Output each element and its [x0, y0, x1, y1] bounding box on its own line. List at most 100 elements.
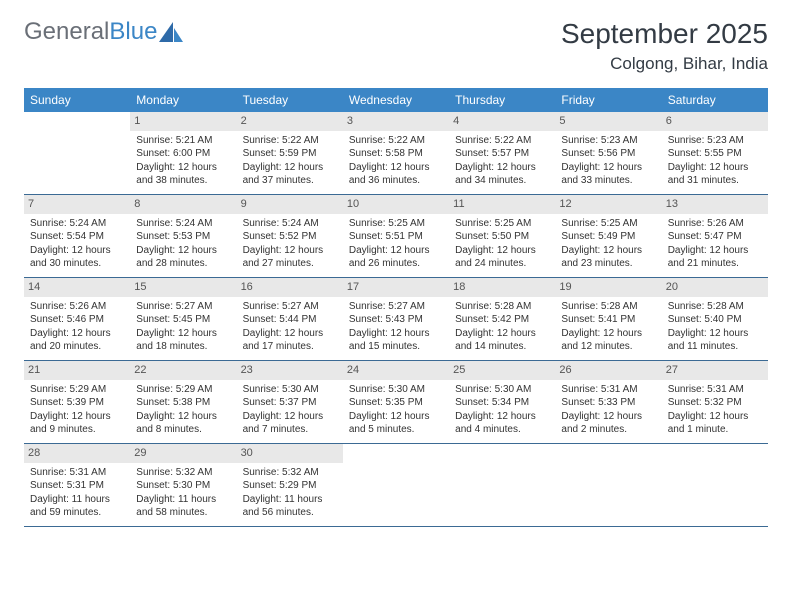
- daylight-text: Daylight: 11 hours and 58 minutes.: [136, 493, 230, 520]
- calendar-day: 17Sunrise: 5:27 AMSunset: 5:43 PMDayligh…: [343, 278, 449, 360]
- weekday-header: Sunday: [24, 88, 130, 112]
- sunset-text: Sunset: 5:59 PM: [243, 147, 337, 161]
- daylight-text: Daylight: 12 hours and 7 minutes.: [243, 410, 337, 437]
- calendar-grid: 1Sunrise: 5:21 AMSunset: 6:00 PMDaylight…: [24, 112, 768, 527]
- sunrise-text: Sunrise: 5:27 AM: [243, 300, 337, 314]
- daylight-text: Daylight: 12 hours and 38 minutes.: [136, 161, 230, 188]
- sunrise-text: Sunrise: 5:21 AM: [136, 134, 230, 148]
- sunset-text: Sunset: 5:56 PM: [561, 147, 655, 161]
- sunset-text: Sunset: 5:55 PM: [668, 147, 762, 161]
- sunset-text: Sunset: 5:47 PM: [668, 230, 762, 244]
- day-number: 4: [449, 112, 555, 131]
- calendar-day: 14Sunrise: 5:26 AMSunset: 5:46 PMDayligh…: [24, 278, 130, 360]
- sunset-text: Sunset: 5:35 PM: [349, 396, 443, 410]
- daylight-text: Daylight: 12 hours and 33 minutes.: [561, 161, 655, 188]
- daylight-text: Daylight: 12 hours and 2 minutes.: [561, 410, 655, 437]
- sunset-text: Sunset: 5:38 PM: [136, 396, 230, 410]
- calendar-day: 23 Sunrise: 5:30 AMSunset: 5:37 PMDayligh…: [237, 361, 343, 443]
- daylight-text: Daylight: 12 hours and 1 minute.: [668, 410, 762, 437]
- day-number: 19: [555, 278, 661, 297]
- day-number: 1: [130, 112, 236, 131]
- calendar-day: 29Sunrise: 5:32 AMSunset: 5:30 PMDayligh…: [130, 444, 236, 526]
- daylight-text: Daylight: 12 hours and 12 minutes.: [561, 327, 655, 354]
- brand-part2: Blue: [109, 18, 157, 46]
- sunset-text: Sunset: 5:40 PM: [668, 313, 762, 327]
- day-number: 28: [24, 444, 130, 463]
- title-block: September 2025 Colgong, Bihar, India: [561, 18, 768, 74]
- sunrise-text: Sunrise: 5:25 AM: [455, 217, 549, 231]
- day-number: 20: [662, 278, 768, 297]
- day-number: 30: [237, 444, 343, 463]
- daylight-text: Daylight: 12 hours and 11 minutes.: [668, 327, 762, 354]
- calendar-day: 19 Sunrise: 5:28 AMSunset: 5:41 PMDayligh…: [555, 278, 661, 360]
- day-number: 3: [343, 112, 449, 131]
- sunrise-text: Sunrise: 5:23 AM: [668, 134, 762, 148]
- sunset-text: Sunset: 5:52 PM: [243, 230, 337, 244]
- daylight-text: Daylight: 12 hours and 14 minutes.: [455, 327, 549, 354]
- brand-logo: GeneralBlue: [24, 18, 185, 46]
- sunrise-text: Sunrise: 5:22 AM: [243, 134, 337, 148]
- weekday-header: Thursday: [449, 88, 555, 112]
- sunset-text: Sunset: 5:42 PM: [455, 313, 549, 327]
- calendar-week: 21Sunrise: 5:29 AMSunset: 5:39 PMDayligh…: [24, 361, 768, 444]
- sunset-text: Sunset: 5:49 PM: [561, 230, 655, 244]
- sunrise-text: Sunrise: 5:31 AM: [30, 466, 124, 480]
- sunset-text: Sunset: 5:37 PM: [243, 396, 337, 410]
- day-number: 13: [662, 195, 768, 214]
- day-number: 15: [130, 278, 236, 297]
- calendar-day: 22Sunrise: 5:29 AMSunset: 5:38 PMDayligh…: [130, 361, 236, 443]
- sunset-text: Sunset: 5:53 PM: [136, 230, 230, 244]
- daylight-text: Daylight: 12 hours and 24 minutes.: [455, 244, 549, 271]
- sunrise-text: Sunrise: 5:28 AM: [561, 300, 655, 314]
- sunset-text: Sunset: 5:29 PM: [243, 479, 337, 493]
- sunset-text: Sunset: 5:57 PM: [455, 147, 549, 161]
- sunrise-text: Sunrise: 5:30 AM: [349, 383, 443, 397]
- day-number: 27: [662, 361, 768, 380]
- weekday-header: Tuesday: [237, 88, 343, 112]
- day-number: 23: [237, 361, 343, 380]
- sunset-text: Sunset: 5:34 PM: [455, 396, 549, 410]
- sunset-text: Sunset: 5:41 PM: [561, 313, 655, 327]
- sunset-text: Sunset: 5:30 PM: [136, 479, 230, 493]
- page-header: GeneralBlue September 2025 Colgong, Biha…: [24, 18, 768, 74]
- calendar-day: 28Sunrise: 5:31 AMSunset: 5:31 PMDayligh…: [24, 444, 130, 526]
- sunrise-text: Sunrise: 5:23 AM: [561, 134, 655, 148]
- daylight-text: Daylight: 12 hours and 27 minutes.: [243, 244, 337, 271]
- calendar-day: 10Sunrise: 5:25 AMSunset: 5:51 PMDayligh…: [343, 195, 449, 277]
- calendar-day: 24Sunrise: 5:30 AMSunset: 5:35 PMDayligh…: [343, 361, 449, 443]
- sunset-text: Sunset: 5:45 PM: [136, 313, 230, 327]
- sunset-text: Sunset: 6:00 PM: [136, 147, 230, 161]
- sunrise-text: Sunrise: 5:30 AM: [243, 383, 337, 397]
- day-number: 10: [343, 195, 449, 214]
- sunrise-text: Sunrise: 5:32 AM: [136, 466, 230, 480]
- sunset-text: Sunset: 5:46 PM: [30, 313, 124, 327]
- daylight-text: Daylight: 12 hours and 18 minutes.: [136, 327, 230, 354]
- daylight-text: Daylight: 12 hours and 21 minutes.: [668, 244, 762, 271]
- daylight-text: Daylight: 11 hours and 56 minutes.: [243, 493, 337, 520]
- sunset-text: Sunset: 5:31 PM: [30, 479, 124, 493]
- sunrise-text: Sunrise: 5:24 AM: [30, 217, 124, 231]
- sunrise-text: Sunrise: 5:28 AM: [455, 300, 549, 314]
- daylight-text: Daylight: 12 hours and 15 minutes.: [349, 327, 443, 354]
- day-number: 12: [555, 195, 661, 214]
- sunset-text: Sunset: 5:50 PM: [455, 230, 549, 244]
- day-number: 7: [24, 195, 130, 214]
- daylight-text: Daylight: 12 hours and 26 minutes.: [349, 244, 443, 271]
- calendar-week: 14 Sunrise: 5:26 AMSunset: 5:46 PM Dayligh…: [24, 278, 768, 361]
- sunrise-text: Sunrise: 5:31 AM: [668, 383, 762, 397]
- day-number: 16: [237, 278, 343, 297]
- day-number: 14: [24, 278, 130, 297]
- sunset-text: Sunset: 5:58 PM: [349, 147, 443, 161]
- calendar: SundayMondayTuesdayWednesdayThursdayFrid…: [24, 88, 768, 527]
- sunrise-text: Sunrise: 5:26 AM: [668, 217, 762, 231]
- weekday-header-row: SundayMondayTuesdayWednesdayThursdayFrid…: [24, 88, 768, 112]
- daylight-text: Daylight: 12 hours and 28 minutes.: [136, 244, 230, 271]
- sunset-text: Sunset: 5:33 PM: [561, 396, 655, 410]
- day-number: 24: [343, 361, 449, 380]
- sunset-text: Sunset: 5:32 PM: [668, 396, 762, 410]
- sunrise-text: Sunrise: 5:27 AM: [349, 300, 443, 314]
- daylight-text: Daylight: 12 hours and 4 minutes.: [455, 410, 549, 437]
- calendar-day: 21Sunrise: 5:29 AMSunset: 5:39 PMDayligh…: [24, 361, 130, 443]
- sunrise-text: Sunrise: 5:26 AM: [30, 300, 124, 314]
- daylight-text: Daylight: 12 hours and 30 minutes.: [30, 244, 124, 271]
